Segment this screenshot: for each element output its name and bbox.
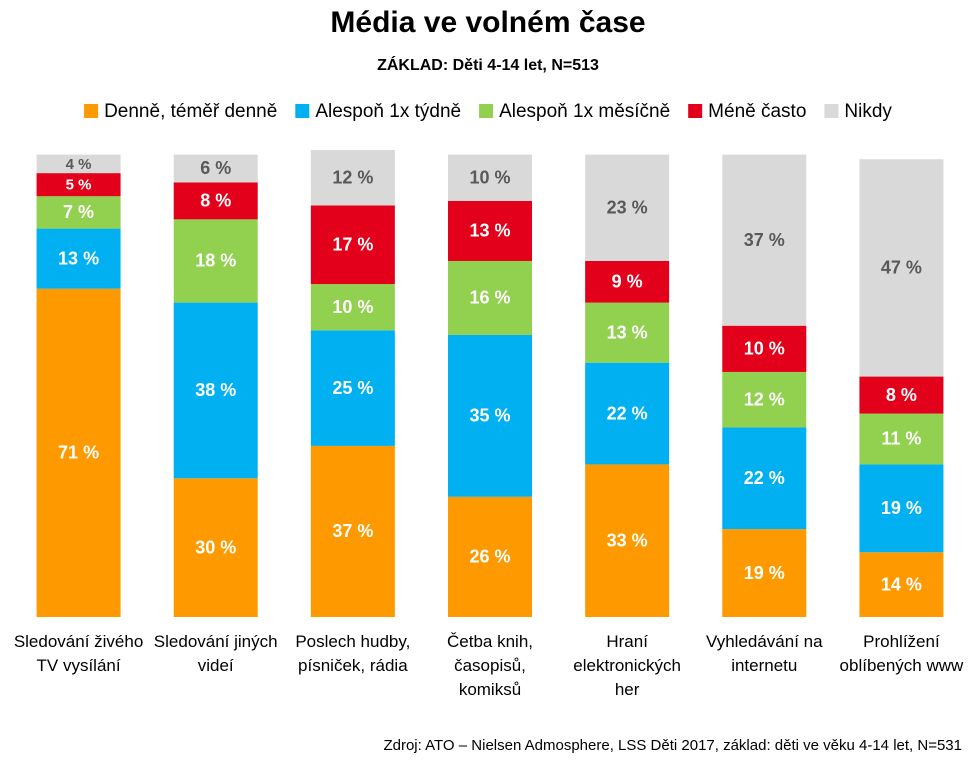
value-label: 10 % xyxy=(744,339,785,359)
bar-segment xyxy=(36,288,121,617)
value-label: 37 % xyxy=(744,230,785,250)
bar-segment xyxy=(859,552,944,617)
category-label: Sledování jiných videí xyxy=(153,632,278,675)
bar-segment xyxy=(585,362,670,465)
value-label: 9 % xyxy=(612,272,643,292)
value-label: 7 % xyxy=(63,202,94,222)
bar-segment xyxy=(310,330,395,446)
bar-segment xyxy=(448,260,532,335)
category-label: Četba knih, časopisů, komiksů xyxy=(447,632,533,699)
value-label: 12 % xyxy=(744,389,785,409)
value-label: 35 % xyxy=(469,406,510,426)
legend-label: Méně často xyxy=(708,101,806,122)
category-label: Prohlížení oblíbených www xyxy=(839,632,964,675)
bar-segment xyxy=(448,154,532,201)
legend-swatch xyxy=(295,104,310,118)
bar-segment xyxy=(310,205,395,285)
value-label: 22 % xyxy=(744,468,785,488)
value-label: 6 % xyxy=(200,158,231,178)
legend-swatch xyxy=(84,104,99,118)
source-note: Zdroj: ATO – Nielsen Admosphere, LSS Dět… xyxy=(383,737,962,754)
chart-title: Média ve volném čase xyxy=(330,6,645,39)
bar-segment xyxy=(36,196,121,229)
value-label: 47 % xyxy=(881,258,922,278)
bar-segment xyxy=(722,325,807,372)
bar-segment xyxy=(859,464,944,553)
legend-label: Nikdy xyxy=(844,101,892,122)
bar-segment xyxy=(585,302,670,363)
value-label: 13 % xyxy=(58,248,99,268)
value-label: 37 % xyxy=(332,521,373,541)
bar-segment xyxy=(173,154,258,183)
bar-segment xyxy=(173,182,258,220)
bar-segment xyxy=(722,154,807,326)
legend-swatch xyxy=(688,104,703,118)
value-label: 71 % xyxy=(58,443,99,463)
bar-segment xyxy=(859,413,944,465)
value-label: 25 % xyxy=(332,378,373,398)
bar-segment xyxy=(36,228,121,289)
value-label: 18 % xyxy=(195,251,236,271)
bar-segment xyxy=(722,427,807,530)
value-label: 19 % xyxy=(744,563,785,583)
value-label: 8 % xyxy=(886,385,917,405)
bar-segment xyxy=(310,445,395,617)
bar-segment xyxy=(310,284,395,331)
value-label: 26 % xyxy=(469,547,510,567)
value-label: 4 % xyxy=(66,156,92,173)
category-label: Sledování živého TV vysílání xyxy=(13,632,144,675)
value-label: 13 % xyxy=(607,322,648,342)
bar-segment xyxy=(859,159,944,377)
category-label: Poslech hudby, písniček, rádia xyxy=(295,632,411,675)
bar-segment xyxy=(448,200,532,261)
bar-segment xyxy=(585,260,670,303)
value-label: 30 % xyxy=(195,537,236,557)
legend-swatch xyxy=(479,104,494,118)
bar-segment xyxy=(722,529,807,617)
value-label: 33 % xyxy=(607,530,648,550)
value-label: 13 % xyxy=(469,221,510,241)
value-label: 23 % xyxy=(607,198,648,218)
value-label: 10 % xyxy=(469,167,510,187)
value-label: 8 % xyxy=(200,191,231,211)
value-label: 19 % xyxy=(881,498,922,518)
legend-label: Alespoň 1x týdně xyxy=(315,101,461,122)
bar-segment xyxy=(448,334,532,497)
value-label: 12 % xyxy=(332,167,373,187)
chart-subtitle: ZÁKLAD: Děti 4-14 let, N=513 xyxy=(377,55,599,74)
bar-segment xyxy=(585,464,670,617)
bar-segment xyxy=(859,376,944,414)
value-label: 5 % xyxy=(66,177,92,194)
bar-segment xyxy=(585,154,670,261)
bar-segment xyxy=(448,496,532,617)
value-label: 14 % xyxy=(881,574,922,594)
bar-segment xyxy=(310,150,395,206)
bar-segment xyxy=(36,173,121,197)
bar-segment xyxy=(173,478,258,617)
legend-label: Denně, téměř denně xyxy=(104,101,277,122)
legend-swatch xyxy=(824,104,839,118)
category-label: Vyhledávání na internetu xyxy=(705,632,823,675)
bar-segment xyxy=(722,371,807,428)
value-label: 38 % xyxy=(195,380,236,400)
value-label: 22 % xyxy=(607,403,648,423)
bar-segment xyxy=(173,219,258,303)
bar-segment xyxy=(173,302,258,479)
value-label: 16 % xyxy=(469,288,510,308)
legend-label: Alespoň 1x měsíčně xyxy=(499,101,670,122)
value-label: 17 % xyxy=(332,235,373,255)
value-label: 11 % xyxy=(881,429,921,449)
value-label: 10 % xyxy=(332,297,373,317)
bar-segment xyxy=(36,154,121,174)
category-label: Hraní elektronických her xyxy=(573,632,681,699)
